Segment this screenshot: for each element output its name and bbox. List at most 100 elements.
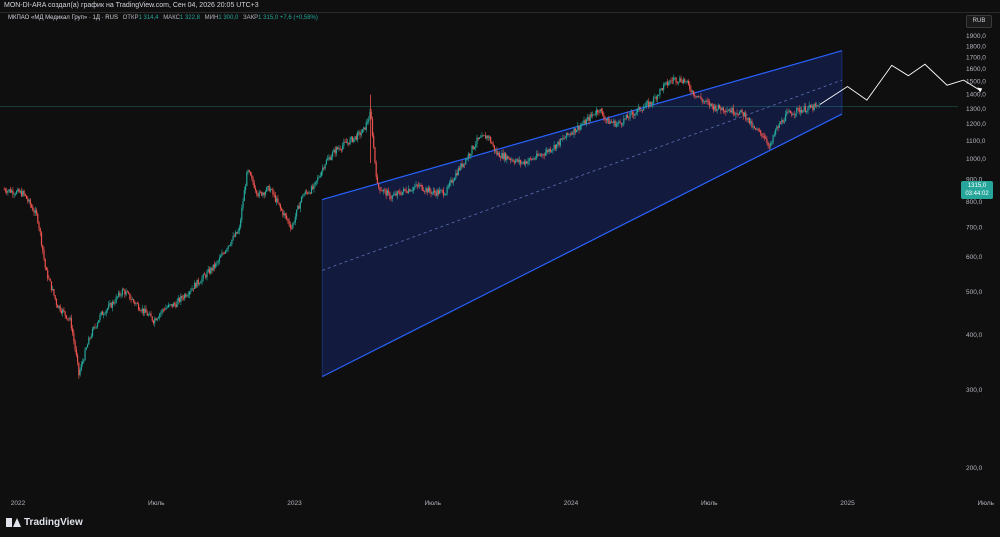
candle-body — [246, 172, 248, 187]
candle-body — [165, 307, 167, 310]
candle-body — [559, 138, 561, 146]
candle-body — [69, 317, 71, 320]
candle-body — [338, 148, 340, 149]
candle-body — [551, 150, 553, 152]
candle-body — [221, 253, 223, 257]
candle-body — [256, 190, 258, 195]
candle-body — [196, 279, 198, 288]
candle-body — [131, 299, 133, 300]
price-chart[interactable]: 1900,0 1800,0 1700,0 1600,0 1500,0 1400,0 1300… — [0, 13, 1000, 510]
candle-body — [792, 114, 794, 116]
candle-body — [38, 222, 40, 229]
candle-body — [730, 110, 732, 113]
candle-body — [650, 101, 652, 105]
candle-body — [376, 176, 379, 184]
candle-body — [370, 111, 372, 119]
candle-body — [440, 189, 442, 191]
candle-body — [374, 147, 376, 163]
candle-body — [747, 117, 749, 120]
candle-body — [398, 191, 400, 193]
y-axis-tick-label: 200,0 — [966, 465, 983, 472]
chart-frame[interactable]: 1900,0 1800,0 1700,0 1600,0 1500,0 1400,0 1300… — [0, 12, 1000, 510]
tradingview-brand[interactable]: TradingView — [6, 517, 83, 528]
candle-body — [25, 195, 28, 199]
candle-body — [768, 146, 770, 147]
candle-body — [587, 117, 589, 120]
candle-body — [620, 122, 622, 125]
candle-body — [223, 253, 226, 254]
candle-body — [197, 279, 199, 284]
candle-body — [136, 303, 138, 304]
candle-body — [722, 107, 724, 111]
candle-body — [152, 320, 155, 324]
candle-body — [129, 293, 131, 300]
candle-body — [735, 113, 737, 115]
candle-body — [118, 292, 120, 297]
candle-body — [514, 160, 517, 163]
candle-body — [563, 138, 565, 139]
candle-body — [212, 264, 214, 271]
currency-selector[interactable]: RUB — [966, 15, 992, 28]
candle-body — [593, 114, 595, 116]
candle-body — [305, 191, 308, 193]
candle-body — [52, 288, 54, 291]
candle-body — [458, 168, 461, 170]
candle-body — [242, 201, 244, 208]
candle-body — [333, 149, 335, 153]
candle-body — [564, 137, 566, 139]
candle-body — [694, 95, 696, 96]
y-axis-tick-label: 1700,0 — [966, 54, 986, 61]
candle-body — [675, 77, 677, 83]
candle-body — [628, 117, 630, 119]
candle-body — [498, 152, 500, 158]
candle-body — [415, 184, 417, 187]
candle-body — [48, 278, 50, 280]
candle-body — [435, 192, 437, 196]
candle-body — [89, 337, 91, 339]
candle-body — [665, 81, 667, 83]
candle-body — [786, 111, 788, 115]
candle-body — [451, 179, 453, 183]
candle-body — [590, 114, 593, 116]
candle-body — [292, 223, 294, 229]
tradingview-logo-icon — [6, 518, 21, 527]
candle-body — [162, 309, 165, 311]
candle-body — [375, 162, 377, 177]
candle-body — [383, 189, 385, 192]
candle-body — [692, 90, 695, 96]
candle-body — [760, 130, 762, 134]
candle-body — [645, 102, 647, 107]
candle-body — [345, 141, 347, 144]
candle-body — [471, 145, 473, 154]
candle-body — [100, 311, 102, 315]
candle-body — [578, 125, 580, 130]
candle-body — [682, 79, 685, 84]
candle-body — [649, 101, 651, 107]
candle-body — [529, 158, 532, 159]
candle-body — [776, 126, 778, 130]
candle-body — [43, 250, 45, 259]
candle-body — [217, 261, 219, 263]
candle-body — [318, 177, 320, 178]
candle-body — [758, 130, 761, 131]
candle-body — [310, 186, 313, 194]
y-axis-tick-label: 1200,0 — [966, 121, 986, 128]
candle-body — [254, 188, 257, 191]
candle-body — [232, 235, 234, 240]
candle-body — [57, 304, 59, 308]
candle-body — [190, 290, 192, 292]
candle-body — [140, 310, 142, 312]
y-axis-tick-label: 800,0 — [966, 199, 983, 206]
y-axis-tick-label: 400,0 — [966, 332, 983, 339]
candle-body — [731, 107, 733, 113]
y-axis-tick-label: 1900,0 — [966, 33, 986, 40]
candle-body — [745, 112, 747, 120]
candle-body — [337, 147, 339, 149]
candle-body — [62, 309, 64, 314]
candle-body — [238, 227, 240, 231]
candle-body — [253, 182, 255, 189]
candle-body — [361, 129, 364, 134]
candle-body — [176, 301, 178, 308]
candle-body — [506, 156, 508, 161]
candle-body — [803, 106, 805, 110]
